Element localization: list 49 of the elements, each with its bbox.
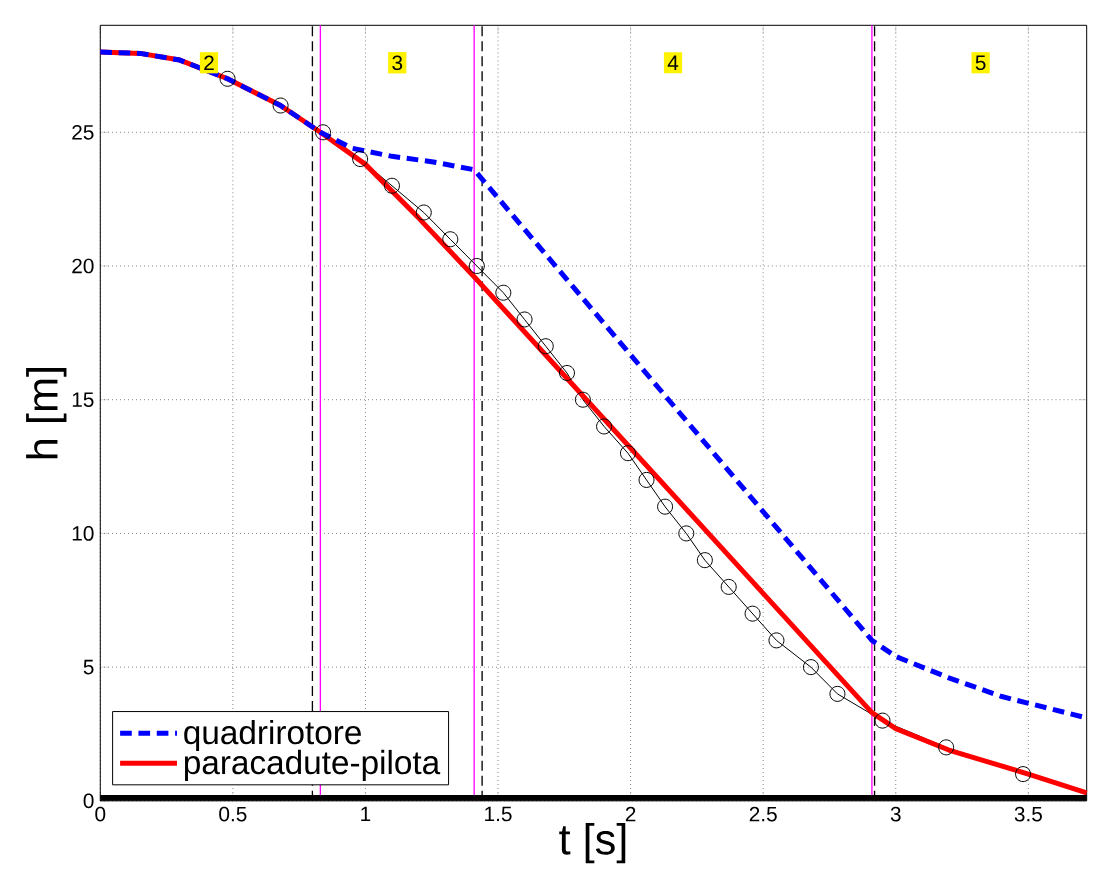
y-tick-label: 15: [72, 392, 94, 407]
point: [638, 471, 655, 488]
point: [272, 97, 289, 114]
point: [657, 498, 674, 515]
x-tick-label: 3.5: [1014, 806, 1042, 822]
point: [696, 552, 713, 569]
y-axis-title: h [m]: [26, 368, 67, 459]
y-tick-label: 0: [83, 793, 94, 809]
point: [219, 70, 236, 87]
point: [468, 257, 485, 274]
x-tick-label: 2.5: [749, 806, 777, 822]
point: [383, 177, 400, 194]
y-tick-label: 25: [72, 124, 94, 140]
annotation: 2: [204, 55, 214, 70]
point: [315, 124, 332, 141]
x-tick-label: 0.5: [219, 806, 247, 822]
point: [516, 311, 533, 328]
legend-label: quadrirotore: [184, 719, 361, 751]
point: [495, 284, 512, 301]
point: [1015, 766, 1032, 783]
point: [415, 204, 432, 221]
point: [829, 685, 846, 702]
point: [802, 659, 819, 676]
x-tick-label: 3: [890, 806, 901, 822]
y-tick-label: 5: [83, 659, 94, 675]
point: [558, 364, 575, 381]
legend-label: paracadute-pilota: [184, 749, 441, 781]
point: [596, 418, 613, 435]
x-tick-label: 1: [361, 806, 371, 821]
point: [720, 578, 737, 595]
point: [619, 445, 636, 462]
point: [678, 525, 695, 542]
annotation: 4: [667, 55, 679, 70]
point: [744, 605, 761, 622]
x-axis-title: t [s]: [559, 822, 626, 864]
annotation: 3: [392, 55, 403, 71]
y-tick-label: 20: [72, 258, 94, 274]
point: [768, 632, 785, 649]
y-tick-label: 10: [72, 525, 94, 541]
point: [574, 391, 591, 408]
point: [874, 712, 891, 729]
point: [442, 231, 459, 248]
x-tick-label: 2: [625, 806, 636, 822]
point: [352, 150, 369, 167]
x-tick-label: 1.5: [485, 806, 512, 822]
x-tick-label: 0: [95, 806, 106, 822]
point: [537, 338, 554, 355]
annotation: 5: [975, 55, 986, 70]
point: [938, 739, 955, 756]
